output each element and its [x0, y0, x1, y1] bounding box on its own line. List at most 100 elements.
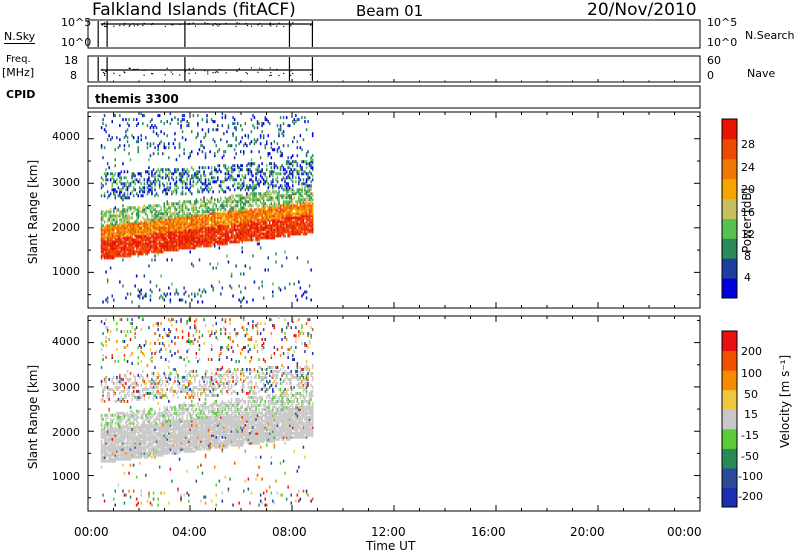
velocity-cell [123, 389, 126, 393]
power-cell [175, 176, 178, 180]
power-cell [165, 192, 167, 196]
power-cell [102, 156, 104, 160]
power-cell [258, 198, 260, 202]
velocity-cell [106, 425, 109, 429]
power-cell [249, 218, 251, 222]
power-cell [155, 222, 158, 226]
velocity-cell [132, 447, 135, 451]
power-cell [307, 194, 309, 198]
velocity-cell [151, 449, 153, 453]
power-cell [137, 138, 139, 142]
nsky-dot [102, 23, 105, 25]
power-cell [111, 172, 113, 176]
power-cell [125, 236, 127, 240]
power-cell [310, 158, 312, 162]
power-cell [224, 218, 227, 222]
velocity-cell [146, 445, 149, 449]
power-cell [181, 182, 184, 186]
velocity-cell [113, 389, 115, 393]
velocity-cell [119, 381, 121, 385]
power-cell [123, 176, 126, 180]
power-cell [236, 210, 239, 214]
power-cell [132, 206, 135, 210]
velocity-cell [135, 497, 138, 501]
power-cell [177, 222, 179, 226]
power-cell [266, 140, 268, 144]
power-cell [240, 168, 242, 172]
power-cell [157, 214, 159, 218]
power-cell [140, 174, 142, 178]
power-cell [148, 158, 150, 162]
power-cell [272, 210, 274, 214]
power-cell [258, 168, 260, 172]
velocity-cell [131, 443, 133, 447]
power-cell [246, 220, 248, 224]
velocity-cell [117, 379, 120, 383]
power-cell [227, 212, 230, 216]
power-cell [276, 176, 279, 180]
power-cell [155, 248, 158, 252]
power-cell [128, 228, 130, 232]
power-cell [108, 250, 110, 254]
power-cell [162, 232, 164, 236]
power-cell [151, 228, 153, 232]
velocity-cell [105, 379, 107, 383]
power-cell [183, 242, 185, 246]
velocity-cell [155, 449, 158, 453]
power-cell [114, 236, 116, 240]
power-cell [246, 194, 248, 198]
power-cell [250, 236, 253, 240]
power-cell [295, 216, 297, 220]
power-cell [204, 166, 207, 170]
power-cell [108, 238, 110, 242]
power-cell [308, 214, 311, 218]
power-cell [160, 226, 162, 230]
power-cell [230, 228, 233, 232]
velocity-cell [109, 330, 112, 334]
freq-dot [269, 74, 271, 77]
power-cell [275, 214, 277, 218]
power-cell [247, 170, 250, 174]
power-cell [233, 226, 236, 230]
power-cell [163, 224, 165, 228]
velocity-cell [154, 423, 156, 427]
power-cell [125, 252, 127, 256]
velocity-cell [113, 447, 115, 451]
velocity-cell [125, 455, 127, 459]
power-cell [192, 220, 195, 224]
power-cell [166, 248, 168, 252]
power-cell [128, 254, 130, 258]
power-cell [240, 184, 242, 188]
power-cell [125, 196, 127, 200]
velocity-cell [132, 489, 135, 493]
power-cell [204, 174, 207, 178]
power-cell [301, 204, 303, 208]
power-cell [120, 230, 123, 234]
velocity-cell [119, 449, 121, 453]
power-cell [302, 198, 305, 202]
power-cell [169, 222, 172, 226]
power-cell [169, 228, 172, 232]
power-cell [270, 166, 273, 170]
velocity-cell [120, 399, 123, 403]
velocity-cell [122, 377, 124, 381]
velocity-cell [146, 364, 149, 367]
power-cell [267, 232, 269, 236]
power-cell [160, 140, 162, 144]
velocity-cell [100, 457, 103, 461]
power-cell [151, 118, 153, 122]
velocity-cell [126, 318, 129, 322]
power-cell [270, 146, 273, 150]
power-cell [301, 216, 303, 220]
power-cell [172, 190, 175, 194]
velocity-cell [114, 427, 116, 431]
power-cell [310, 210, 312, 214]
power-cell [259, 246, 262, 250]
power-cell [146, 248, 149, 252]
power-cell [140, 240, 142, 244]
power-cell [305, 172, 308, 176]
power-cell [180, 172, 182, 176]
nsky-dot [119, 24, 121, 27]
power-cell [247, 172, 250, 176]
power-cell [105, 254, 107, 258]
